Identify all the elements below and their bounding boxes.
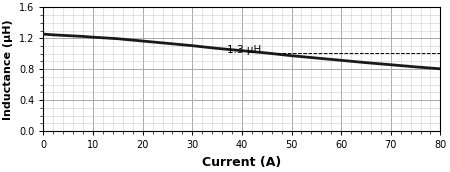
Y-axis label: Inductance (μH): Inductance (μH) <box>4 19 13 120</box>
X-axis label: Current (A): Current (A) <box>202 155 282 169</box>
Text: 1.3 μH: 1.3 μH <box>227 45 261 55</box>
